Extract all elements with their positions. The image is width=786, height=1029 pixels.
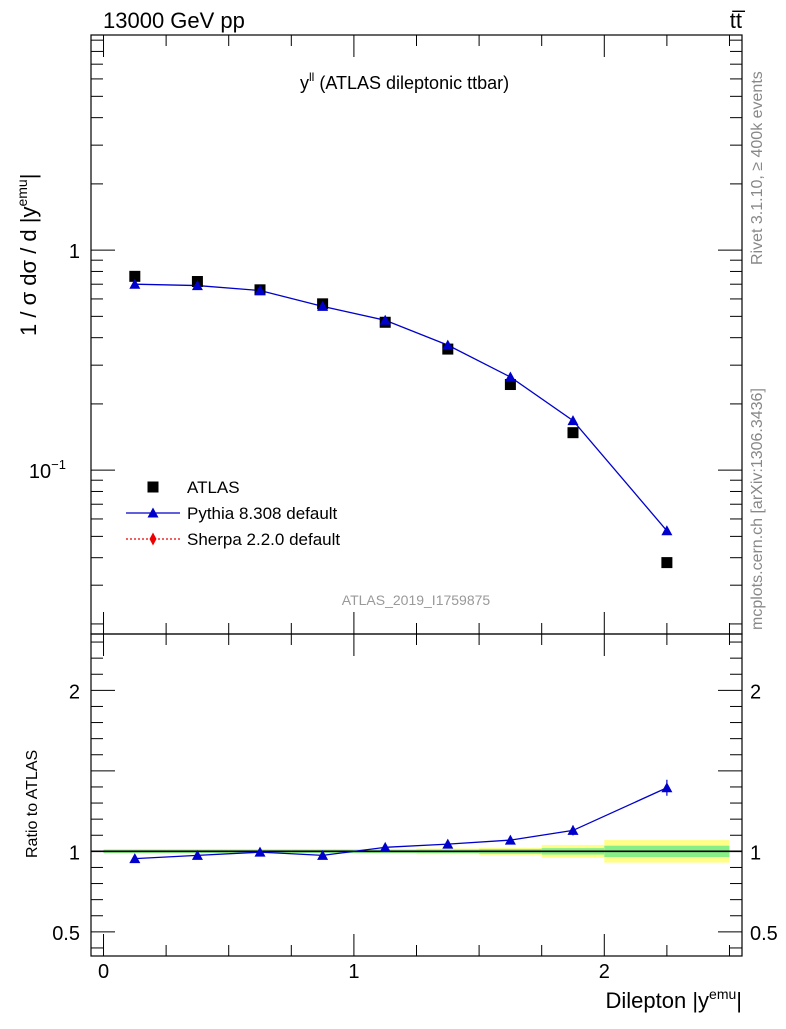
legend-marker-pythia xyxy=(147,507,159,518)
pythia-ratio-point xyxy=(191,849,203,860)
ratio-panel-frame xyxy=(90,633,743,957)
plot-title: yll (ATLAS dileptonic ttbar) xyxy=(300,70,509,93)
plot-title-rest: (ATLAS dileptonic ttbar) xyxy=(314,73,509,93)
main-y-axis-title: 1 / σ dσ / d |yemu| xyxy=(14,174,41,336)
panel-frames xyxy=(90,34,743,957)
header-energy: 13000 GeV pp xyxy=(103,8,245,33)
x-axis-suffix: | xyxy=(736,988,742,1013)
ratio-y-tick-label-left: 1 xyxy=(69,842,80,864)
pythia-ratio-point xyxy=(254,846,266,857)
main-y-tick-label-base: 10 xyxy=(29,461,51,483)
pythia-point xyxy=(661,525,673,536)
ratio-y-tick-label-left: 0.5 xyxy=(52,923,80,945)
pythia-ratio-point xyxy=(661,782,673,793)
x-tick-label: 0 xyxy=(98,961,109,983)
legend: ATLAS Pythia 8.308 default Sherpa 2.2.0 de… xyxy=(126,478,340,549)
pythia-point xyxy=(191,280,203,291)
pythia-ratio-point xyxy=(504,834,516,845)
main-y-tick-label: 1 xyxy=(69,241,80,263)
x-tick-label: 1 xyxy=(348,961,359,983)
rivet-note: Rivet 3.1.10, ≥ 400k events xyxy=(749,71,766,265)
mcplots-note: mcplots.cern.ch [arXiv:1306.3436] xyxy=(749,388,766,630)
ratio-y-tick-label-right: 2 xyxy=(750,681,761,703)
legend-marker-sherpa xyxy=(149,532,157,546)
ratio-y-axis-title: Ratio to ATLAS xyxy=(24,750,41,858)
x-tick-label: 2 xyxy=(599,961,610,983)
legend-label: Sherpa 2.2.0 default xyxy=(187,530,340,549)
atlas-point xyxy=(661,557,673,569)
ratio-uncertainty-bands xyxy=(91,840,742,863)
legend-label: ATLAS xyxy=(187,478,240,497)
legend-marker-atlas xyxy=(147,481,159,493)
main-y-axis-suffix: | xyxy=(16,174,41,180)
legend-label: Pythia 8.308 default xyxy=(187,504,338,523)
pythia-point xyxy=(254,285,266,296)
atlas-point xyxy=(129,270,141,282)
pythia-ratio-point xyxy=(129,853,141,864)
main-y-tick-label: 10−1 xyxy=(29,457,66,483)
x-axis-sup: emu xyxy=(709,986,736,1002)
pythia-ratio-point xyxy=(442,838,454,849)
pythia-point xyxy=(567,415,579,426)
pythia-point xyxy=(442,339,454,350)
main-y-tick-label-base: 1 xyxy=(69,241,80,263)
pythia-point xyxy=(129,278,141,289)
pythia-ratio-point xyxy=(379,841,391,852)
axis-ticks xyxy=(91,35,742,956)
pythia-point xyxy=(504,371,516,382)
pythia-point xyxy=(379,314,391,325)
ratio-y-tick-label-left: 2 xyxy=(69,681,80,703)
analysis-watermark: ATLAS_2019_I1759875 xyxy=(342,592,491,608)
ratio-y-tick-label-right: 1 xyxy=(750,842,761,864)
pythia-ratio-point xyxy=(567,824,579,835)
main-y-axis-sup: emu xyxy=(14,179,30,206)
x-axis-prefix: Dilepton |y xyxy=(606,988,710,1013)
ratio-y-tick-label-right: 0.5 xyxy=(750,923,778,945)
plot-title-main: y xyxy=(300,73,309,93)
pythia-point xyxy=(317,300,329,311)
ratio-panel-series xyxy=(129,779,673,864)
pythia-ratio-point xyxy=(317,849,329,860)
main-panel-series xyxy=(129,270,673,569)
x-axis-title: Dilepton |yemu| xyxy=(606,986,743,1013)
plot-title-sup: ll xyxy=(309,70,314,84)
main-y-axis-prefix: 1 / σ dσ / d |y xyxy=(16,207,41,336)
axis-tick-labels: 1 10−1 2 2 1 1 0.5 0.5 0 1 2 xyxy=(29,241,778,983)
atlas-point xyxy=(504,379,516,391)
header-process: tt̅ xyxy=(730,8,746,33)
atlas-point xyxy=(567,427,579,439)
main-y-tick-label-exponent: −1 xyxy=(51,457,66,472)
